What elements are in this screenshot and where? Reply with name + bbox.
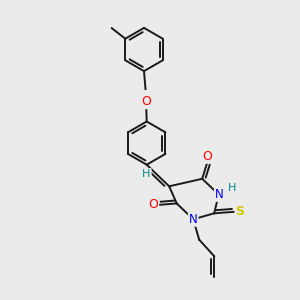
Text: O: O	[148, 198, 158, 212]
Text: N: N	[189, 213, 198, 226]
Text: N: N	[215, 188, 224, 201]
Text: H: H	[228, 183, 236, 193]
Text: H: H	[142, 169, 151, 179]
Text: O: O	[141, 95, 151, 108]
Text: O: O	[203, 150, 212, 163]
Text: S: S	[236, 205, 244, 218]
